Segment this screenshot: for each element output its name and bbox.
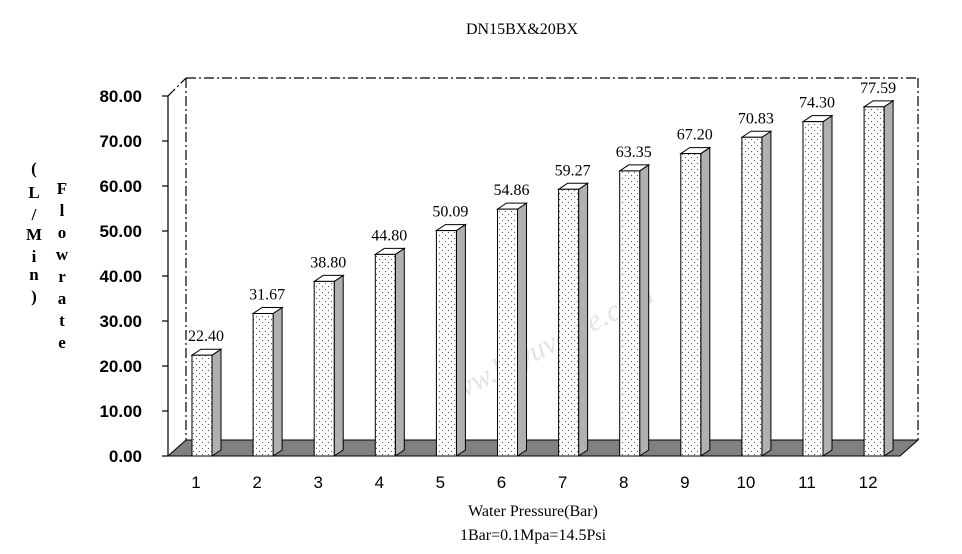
bar-value-label: 70.83	[738, 110, 774, 127]
y-unit-char: (	[31, 159, 37, 178]
bar	[618, 163, 651, 457]
bars: 22.40 31.67 38.80 44.80 50.09 54.86 59.27 63.35…	[188, 80, 896, 457]
bar	[679, 146, 712, 457]
y-unit-char: i	[32, 247, 37, 266]
bar	[251, 306, 284, 457]
bar-value-label: 67.20	[677, 127, 713, 144]
x-tick-label: 8	[619, 473, 628, 492]
y-tick-label: 40.00	[99, 267, 142, 286]
y-label-char: l	[60, 201, 65, 220]
bar	[373, 247, 406, 457]
bar	[312, 274, 345, 457]
bar-front	[680, 153, 702, 457]
y-label-char: r	[58, 267, 66, 286]
bar	[801, 114, 834, 457]
bar-side	[333, 274, 344, 457]
x-axis: 1 2 3 4 5 6 7 8 9 10 11 12	[191, 473, 877, 492]
bar-side	[394, 247, 405, 457]
bar-value-label: 44.80	[371, 227, 407, 244]
bar	[495, 202, 529, 457]
x-tick-label: 7	[558, 473, 567, 492]
plot-floor	[166, 439, 920, 457]
bar-value-label: 59.27	[555, 162, 591, 179]
bar-front	[435, 230, 457, 457]
bar	[862, 99, 895, 457]
x-tick-label: 12	[859, 473, 878, 492]
bar-front	[863, 106, 885, 457]
bar-value-label: 38.80	[310, 254, 346, 271]
bar-side	[700, 146, 711, 457]
bar-side	[455, 223, 466, 457]
y-label-char: t	[59, 311, 65, 330]
bar-front	[558, 188, 580, 457]
bar-value-label: 77.59	[860, 80, 896, 97]
bar-side	[272, 306, 283, 457]
y-tick-label: 20.00	[99, 357, 142, 376]
y-tick-label: 70.00	[99, 132, 142, 151]
bar-side	[761, 130, 772, 457]
bar-value-label: 54.86	[494, 182, 530, 199]
bar-side	[639, 163, 650, 457]
x-tick-label: 6	[497, 473, 506, 492]
bar-side	[578, 182, 589, 457]
y-label-char: o	[58, 223, 67, 242]
y-unit-char: L	[28, 183, 39, 202]
bar-front	[191, 354, 213, 457]
bar-side	[211, 348, 222, 457]
x-tick-label: 4	[375, 473, 384, 492]
bar-front	[619, 170, 641, 457]
chart-title: DN15BX&20BX	[466, 21, 578, 38]
x-axis-note: 1Bar=0.1Mpa=14.5Psi	[460, 527, 607, 544]
x-tick-label: 2	[252, 473, 261, 492]
y-tick-label: 0.00	[109, 447, 142, 466]
x-tick-label: 9	[680, 473, 689, 492]
x-axis-label: Water Pressure(Bar)	[468, 503, 598, 520]
bar	[740, 130, 773, 457]
x-tick-label: 10	[736, 473, 755, 492]
y-label-char: e	[58, 333, 66, 352]
bar-value-label: 22.40	[188, 328, 224, 345]
bar-front	[741, 136, 763, 457]
bar	[434, 223, 468, 457]
bar-front	[313, 280, 335, 457]
bar-front	[802, 121, 824, 457]
bar-side	[822, 114, 833, 457]
bar-side	[883, 99, 894, 457]
x-tick-label: 3	[313, 473, 322, 492]
bar-value-label: 63.35	[616, 144, 652, 161]
bar-front	[497, 208, 518, 457]
y-tick-label: 10.00	[99, 402, 142, 421]
bar-side	[517, 202, 527, 457]
y-unit-char: n	[29, 265, 39, 284]
y-label-char: a	[58, 289, 67, 308]
x-tick-label: 11	[798, 473, 816, 492]
bar-value-label: 31.67	[249, 286, 285, 303]
y-tick-label: 30.00	[99, 312, 142, 331]
y-tick-label: 50.00	[99, 222, 142, 241]
y-unit-char: /	[31, 205, 37, 224]
bar	[190, 348, 223, 457]
bar-front	[374, 253, 396, 457]
bar-value-label: 50.09	[432, 204, 468, 221]
x-tick-label: 1	[191, 473, 200, 492]
bar-value-label: 74.30	[799, 95, 835, 112]
bar-front	[252, 312, 274, 457]
y-tick-label: 60.00	[99, 177, 142, 196]
y-label-char: F	[57, 179, 67, 198]
y-label-char: w	[56, 245, 69, 264]
y-unit-char: )	[31, 287, 37, 306]
plot-frame	[167, 77, 919, 440]
y-tick-label: 80.00	[99, 87, 142, 106]
bar	[556, 182, 590, 457]
x-tick-label: 5	[436, 473, 445, 492]
y-unit-char: M	[26, 225, 42, 244]
y-axis: 0.00 10.00 20.00 30.00 40.00 50.00 60.00 70.00 8…	[99, 87, 169, 466]
